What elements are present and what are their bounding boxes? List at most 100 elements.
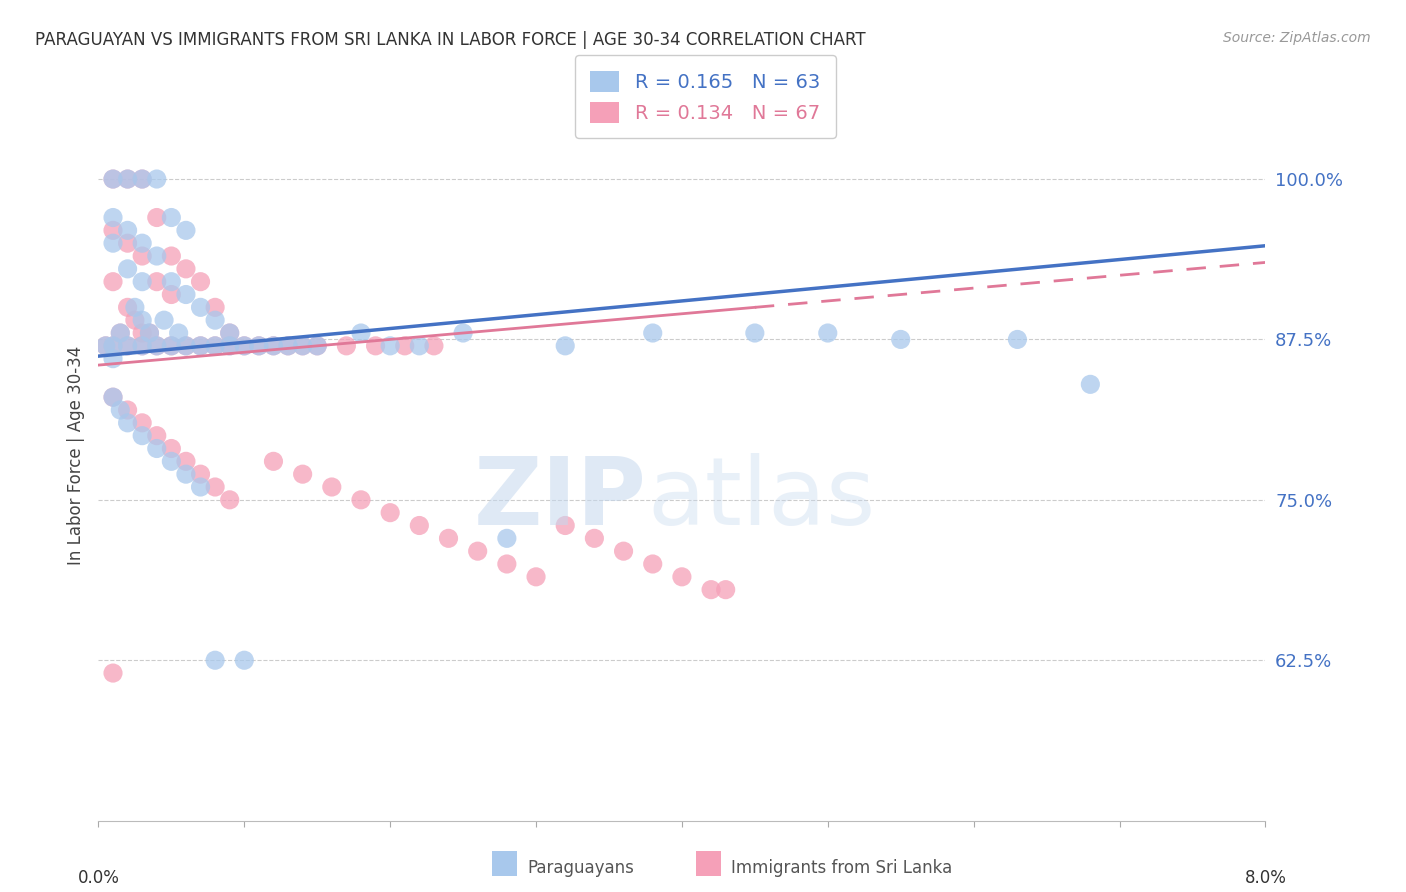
Point bbox=[423, 339, 446, 353]
Point bbox=[101, 172, 124, 186]
Point bbox=[146, 211, 169, 225]
Point bbox=[117, 339, 139, 353]
Point bbox=[110, 403, 132, 417]
Point bbox=[160, 339, 183, 353]
Point bbox=[307, 339, 329, 353]
Point bbox=[101, 666, 124, 681]
Point bbox=[174, 454, 197, 468]
Point bbox=[160, 454, 183, 468]
Point bbox=[247, 339, 270, 353]
Point bbox=[131, 428, 153, 442]
Y-axis label: In Labor Force | Age 30-34: In Labor Force | Age 30-34 bbox=[66, 345, 84, 565]
Point bbox=[204, 301, 226, 315]
Point bbox=[174, 339, 197, 353]
Point bbox=[101, 339, 124, 353]
Point bbox=[641, 326, 664, 340]
Point bbox=[131, 339, 153, 353]
Text: Source: ZipAtlas.com: Source: ZipAtlas.com bbox=[1223, 31, 1371, 45]
Point bbox=[380, 506, 402, 520]
Point bbox=[117, 223, 139, 237]
Point bbox=[714, 582, 737, 597]
Point bbox=[131, 313, 153, 327]
Point bbox=[101, 390, 124, 404]
Point bbox=[364, 339, 387, 353]
Point bbox=[291, 339, 314, 353]
Point bbox=[190, 301, 212, 315]
Point bbox=[174, 223, 197, 237]
Point bbox=[190, 339, 212, 353]
Point bbox=[350, 326, 373, 340]
Point bbox=[817, 326, 839, 340]
Point bbox=[291, 339, 314, 353]
Point bbox=[101, 351, 124, 366]
Text: 0.0%: 0.0% bbox=[77, 870, 120, 888]
Point bbox=[131, 172, 153, 186]
Point bbox=[218, 339, 240, 353]
Point bbox=[101, 390, 124, 404]
Point bbox=[160, 442, 183, 456]
Point bbox=[321, 480, 343, 494]
Point bbox=[146, 339, 169, 353]
Point bbox=[190, 467, 212, 482]
Point bbox=[204, 313, 226, 327]
Point bbox=[110, 326, 132, 340]
Point bbox=[110, 326, 132, 340]
Point bbox=[744, 326, 766, 340]
Point bbox=[583, 532, 606, 546]
Text: PARAGUAYAN VS IMMIGRANTS FROM SRI LANKA IN LABOR FORCE | AGE 30-34 CORRELATION C: PARAGUAYAN VS IMMIGRANTS FROM SRI LANKA … bbox=[35, 31, 866, 49]
Text: ZIP: ZIP bbox=[474, 453, 647, 545]
Point bbox=[117, 172, 139, 186]
Point bbox=[408, 518, 430, 533]
Point bbox=[101, 172, 124, 186]
Point bbox=[394, 339, 416, 353]
Point bbox=[101, 236, 124, 251]
Point bbox=[174, 287, 197, 301]
Point bbox=[204, 339, 226, 353]
Point bbox=[612, 544, 634, 558]
Point bbox=[117, 236, 139, 251]
Text: Paraguayans: Paraguayans bbox=[527, 859, 634, 877]
Point bbox=[190, 339, 212, 353]
Point bbox=[160, 275, 183, 289]
Point bbox=[146, 428, 169, 442]
Point bbox=[138, 326, 160, 340]
Point bbox=[335, 339, 357, 353]
Point bbox=[101, 223, 124, 237]
Point bbox=[174, 261, 197, 276]
Point bbox=[262, 454, 284, 468]
Point bbox=[131, 339, 153, 353]
Point bbox=[101, 275, 124, 289]
Point bbox=[146, 339, 169, 353]
Point bbox=[124, 313, 146, 327]
Point bbox=[131, 416, 153, 430]
Point bbox=[554, 339, 576, 353]
Point bbox=[146, 172, 169, 186]
Point bbox=[153, 313, 176, 327]
Point bbox=[233, 339, 256, 353]
Point bbox=[277, 339, 299, 353]
Point bbox=[174, 339, 197, 353]
Point bbox=[380, 339, 402, 353]
Point bbox=[233, 339, 256, 353]
Point bbox=[94, 339, 117, 353]
Point bbox=[496, 532, 519, 546]
Point bbox=[117, 261, 139, 276]
Point bbox=[554, 518, 576, 533]
Point bbox=[101, 211, 124, 225]
Point bbox=[94, 339, 117, 353]
Point bbox=[218, 339, 240, 353]
Legend: R = 0.165   N = 63, R = 0.134   N = 67: R = 0.165 N = 63, R = 0.134 N = 67 bbox=[575, 55, 835, 138]
Text: atlas: atlas bbox=[647, 453, 875, 545]
Point bbox=[160, 287, 183, 301]
Point bbox=[160, 211, 183, 225]
Point bbox=[700, 582, 723, 597]
Text: 8.0%: 8.0% bbox=[1244, 870, 1286, 888]
Point bbox=[1080, 377, 1102, 392]
Point bbox=[277, 339, 299, 353]
Point bbox=[671, 570, 693, 584]
Point bbox=[307, 339, 329, 353]
Text: Immigrants from Sri Lanka: Immigrants from Sri Lanka bbox=[731, 859, 952, 877]
Point bbox=[160, 339, 183, 353]
Point bbox=[131, 249, 153, 263]
Point bbox=[247, 339, 270, 353]
